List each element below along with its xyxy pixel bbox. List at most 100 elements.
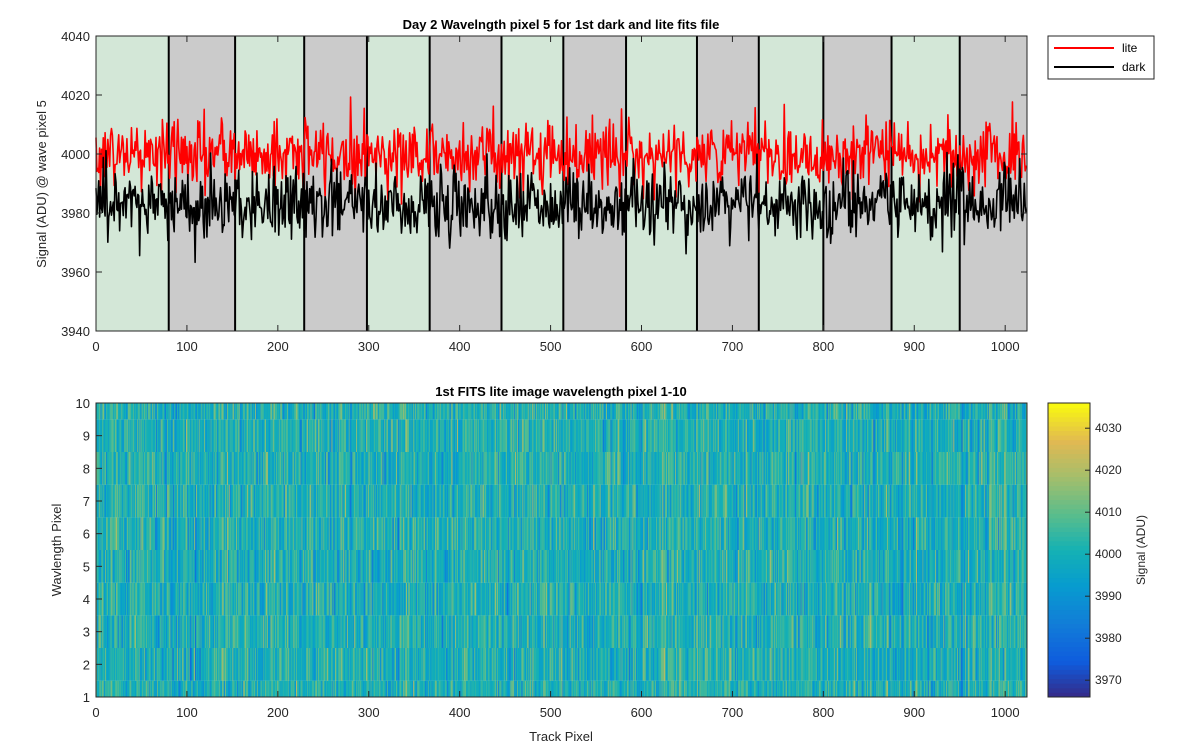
heatmap-cell bbox=[454, 648, 456, 681]
heatmap-cell bbox=[815, 615, 817, 648]
heatmap-cell bbox=[909, 582, 912, 616]
heatmap-cell bbox=[264, 582, 266, 616]
heatmap-cell bbox=[714, 680, 716, 697]
heatmap-cell bbox=[347, 680, 350, 697]
heatmap-cell bbox=[807, 615, 810, 648]
heatmap-cell bbox=[800, 648, 802, 681]
heatmap-cell bbox=[887, 615, 890, 648]
heatmap-cell bbox=[167, 615, 170, 648]
heatmap-cell bbox=[475, 648, 477, 681]
heatmap-cell bbox=[610, 648, 612, 681]
heatmap-cell bbox=[677, 550, 680, 583]
heatmap-cell bbox=[566, 680, 569, 697]
heatmap-cell bbox=[597, 680, 600, 697]
heatmap-cell bbox=[855, 615, 857, 648]
heatmap-cell bbox=[1018, 680, 1021, 697]
heatmap-cell bbox=[388, 550, 391, 583]
heatmap-cell bbox=[782, 680, 784, 697]
heatmap-cell bbox=[970, 680, 972, 697]
heatmap-cell bbox=[988, 648, 991, 681]
heatmap-cell bbox=[208, 582, 211, 616]
heatmap-cell bbox=[798, 550, 801, 583]
heatmap-cell bbox=[744, 582, 746, 616]
heatmap-cell bbox=[140, 615, 142, 648]
legend[interactable]: lite dark bbox=[1047, 35, 1155, 80]
heatmap-cell bbox=[175, 680, 177, 697]
heatmap-cell bbox=[299, 648, 301, 681]
heatmap-cell bbox=[481, 615, 483, 648]
heatmap-cell bbox=[388, 615, 391, 648]
heatmap-cell bbox=[588, 582, 591, 616]
heatmap-cell bbox=[536, 550, 539, 583]
heatmap-cell bbox=[823, 648, 825, 681]
heatmap-cell bbox=[336, 615, 339, 648]
heatmap-cell bbox=[112, 615, 114, 648]
heatmap-cell bbox=[554, 550, 556, 583]
heatmap-cell bbox=[479, 680, 481, 697]
heatmap-cell bbox=[922, 582, 924, 616]
heatmap-cell bbox=[373, 648, 375, 681]
heatmap-cell bbox=[688, 582, 691, 616]
heatmap-cell bbox=[884, 582, 886, 616]
heatmap-cell bbox=[387, 615, 390, 648]
heatmap-cell bbox=[906, 615, 909, 648]
heatmap-cell bbox=[309, 615, 311, 648]
heatmap-cell bbox=[526, 615, 529, 648]
heatmap-cell bbox=[818, 615, 821, 648]
heatmap-cell bbox=[326, 615, 329, 648]
heatmap-cell bbox=[354, 680, 356, 697]
heatmap-cell bbox=[423, 615, 425, 648]
heatmap-cell bbox=[605, 615, 607, 648]
heatmap-cell bbox=[696, 582, 699, 616]
heatmap-cell bbox=[448, 582, 451, 616]
heatmap-cell bbox=[482, 550, 484, 583]
heatmap-cell bbox=[241, 680, 243, 697]
heatmap-cell bbox=[345, 615, 347, 648]
heatmap-cell bbox=[367, 648, 370, 681]
heatmap-cell bbox=[1018, 648, 1021, 681]
heatmap-cell bbox=[900, 648, 902, 681]
heatmap-cell bbox=[364, 615, 366, 648]
heatmap-cell bbox=[871, 582, 873, 616]
heatmap-cell bbox=[506, 680, 508, 697]
heatmap-cell bbox=[926, 680, 928, 697]
heatmap-cell bbox=[846, 680, 849, 697]
heatmap-cell bbox=[354, 582, 356, 616]
heatmap-cell bbox=[606, 550, 608, 583]
heatmap-cell bbox=[402, 615, 404, 648]
heatmap-cell bbox=[966, 615, 969, 648]
heatmap-cell bbox=[301, 680, 303, 697]
heatmap-cell bbox=[486, 615, 488, 648]
x-tick-label: 300 bbox=[358, 339, 380, 354]
heatmap-cell bbox=[948, 582, 951, 616]
heatmap-cell bbox=[279, 550, 281, 583]
heatmap-cell bbox=[239, 615, 241, 648]
heatmap-cell bbox=[590, 648, 592, 681]
heatmap-cell bbox=[605, 648, 607, 681]
heatmap-cell bbox=[299, 615, 301, 648]
heatmap-cell bbox=[729, 615, 732, 648]
heatmap-cell bbox=[214, 680, 216, 697]
heatmap-cell bbox=[575, 680, 577, 697]
heatmap-cell bbox=[591, 582, 593, 616]
heatmap-cell bbox=[889, 582, 892, 616]
heatmap-cell bbox=[663, 615, 665, 648]
heatmap-cell bbox=[449, 680, 451, 697]
heatmap-cell bbox=[205, 680, 207, 697]
heatmap-cell bbox=[632, 680, 634, 697]
heatmap-cell bbox=[697, 550, 700, 583]
heatmap-cell bbox=[839, 582, 842, 616]
heatmap-cell bbox=[561, 550, 563, 583]
heatmap-cell bbox=[872, 680, 874, 697]
heatmap-cell bbox=[775, 615, 777, 648]
heatmap-cell bbox=[178, 550, 181, 583]
heatmap-cell bbox=[702, 582, 704, 616]
heatmap-cell bbox=[202, 615, 204, 648]
heatmap-cell bbox=[1005, 615, 1007, 648]
heatmap-cell bbox=[376, 582, 379, 616]
heatmap-cell bbox=[436, 680, 439, 697]
heatmap-cell bbox=[268, 648, 271, 681]
heatmap-cell bbox=[883, 582, 885, 616]
heatmap-cell bbox=[945, 582, 947, 616]
heatmap-cell bbox=[329, 648, 331, 681]
